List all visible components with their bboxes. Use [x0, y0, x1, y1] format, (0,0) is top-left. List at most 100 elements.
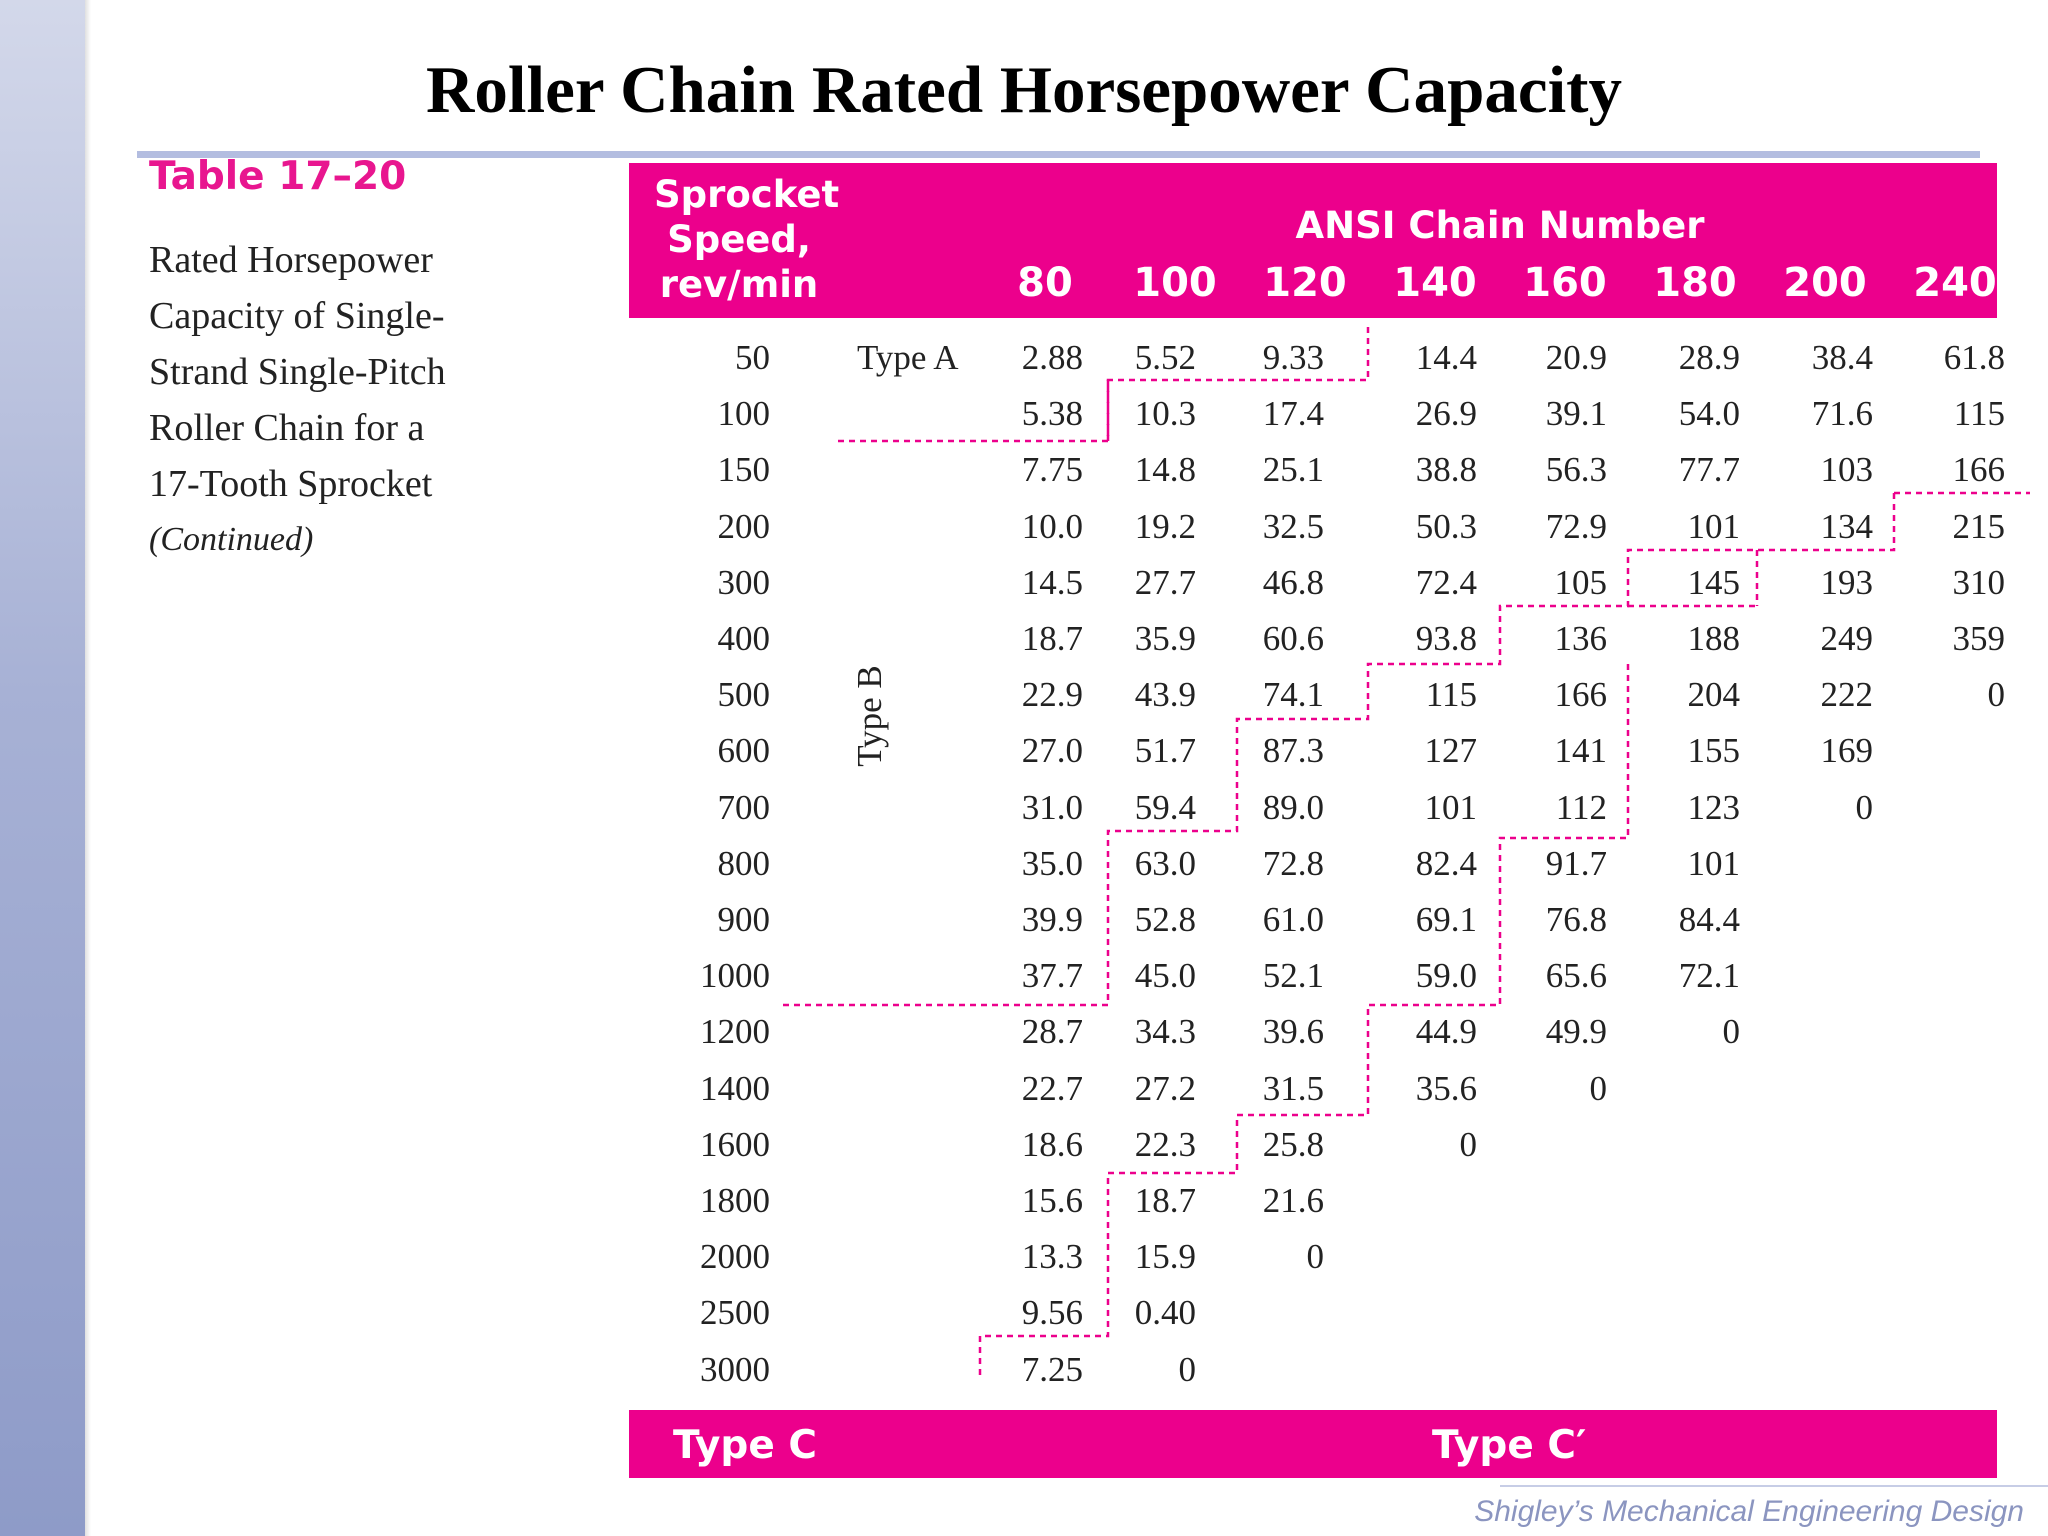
horsepower-cell: 19.2 — [1134, 506, 1196, 546]
horsepower-cell: 39.9 — [1021, 900, 1083, 939]
table-footer-band — [629, 1410, 1997, 1478]
horsepower-cell: 77.7 — [1678, 450, 1740, 490]
horsepower-cell: 51.7 — [1134, 731, 1196, 771]
horsepower-cell: 204 — [1687, 675, 1741, 715]
type-c-label: Type C — [673, 1423, 817, 1468]
horsepower-cell: 0 — [1178, 1349, 1197, 1389]
caption-line: Rated Horsepower — [149, 239, 433, 281]
horsepower-cell: 28.9 — [1678, 338, 1740, 377]
horsepower-cell: 134 — [1820, 506, 1874, 546]
horsepower-cell: 25.8 — [1262, 1124, 1324, 1164]
horsepower-cell: 0 — [1987, 675, 2006, 715]
horsepower-cell: 103 — [1820, 450, 1874, 490]
horsepower-cell: 359 — [1952, 619, 2006, 658]
horsepower-cell: 101 — [1687, 843, 1741, 883]
title-rule — [137, 151, 1980, 158]
header-line: rev/min — [659, 263, 819, 306]
horsepower-cell: 74.1 — [1262, 675, 1324, 715]
horsepower-cell: 28.7 — [1021, 1012, 1083, 1052]
horsepower-cell: 0 — [1459, 1124, 1478, 1164]
horsepower-cell: 35.0 — [1021, 843, 1083, 883]
horsepower-cell: 37.7 — [1021, 956, 1083, 996]
sprocket-speed-cell: 2000 — [700, 1237, 770, 1277]
horsepower-cell: 38.8 — [1415, 450, 1477, 490]
sprocket-speed-cell: 200 — [717, 506, 771, 546]
horsepower-cell: 101 — [1687, 506, 1741, 546]
horsepower-cell: 38.4 — [1811, 338, 1873, 377]
sprocket-speed-cell: 500 — [717, 675, 771, 715]
chain-number-200: 200 — [1783, 260, 1867, 306]
horsepower-cell: 15.6 — [1021, 1181, 1083, 1220]
sprocket-speed-cell: 100 — [717, 394, 771, 434]
sprocket-speed-cell: 1200 — [700, 1012, 770, 1052]
table-caption: Rated Horsepower Capacity of Single- Str… — [149, 232, 609, 568]
horsepower-cell: 82.4 — [1415, 843, 1477, 883]
slide-title: Roller Chain Rated Horsepower Capacity — [426, 53, 1622, 127]
horsepower-cell: 215 — [1952, 506, 2006, 546]
horsepower-cell: 60.6 — [1262, 619, 1324, 658]
chain-number-160: 160 — [1523, 260, 1607, 306]
table-label: Table 17–20 — [149, 154, 407, 199]
sprocket-speed-cell: 300 — [717, 562, 771, 602]
horsepower-cell: 0 — [1306, 1237, 1325, 1277]
chain-number-120: 120 — [1263, 260, 1347, 306]
sprocket-speed-cell: 1600 — [700, 1124, 770, 1164]
sprocket-speed-cell: 700 — [717, 787, 771, 827]
sprocket-speed-cell: 3000 — [700, 1349, 770, 1389]
horsepower-cell: 0 — [1589, 1068, 1608, 1108]
caption-line: Capacity of Single- — [149, 295, 445, 337]
horsepower-cell: 115 — [1953, 394, 2005, 434]
horsepower-cell: 32.5 — [1262, 506, 1324, 546]
horsepower-cell: 63.0 — [1134, 843, 1196, 883]
horsepower-cell: 10.3 — [1134, 394, 1196, 434]
horsepower-cell: 56.3 — [1545, 450, 1607, 490]
horsepower-cell: 0 — [1722, 1012, 1741, 1052]
horsepower-cell: 5.38 — [1021, 394, 1083, 434]
horsepower-cell: 169 — [1820, 731, 1874, 771]
type-c-prime-label: Type C′ — [1432, 1423, 1587, 1468]
sprocket-speed-cell: 1000 — [700, 956, 770, 996]
horsepower-cell: 5.52 — [1134, 338, 1196, 377]
horsepower-cell: 25.1 — [1262, 450, 1324, 490]
table-header-band — [629, 163, 1997, 318]
horsepower-cell: 35.9 — [1134, 619, 1196, 658]
horsepower-cell: 89.0 — [1262, 787, 1324, 827]
horsepower-cell: 61.8 — [1943, 338, 2005, 377]
sprocket-speed-header: Sprocket Speed, rev/min — [654, 172, 840, 307]
horsepower-cell: 105 — [1554, 562, 1608, 602]
sprocket-speed-cell: 1400 — [700, 1068, 770, 1108]
horsepower-cell: 27.0 — [1021, 731, 1083, 771]
header-line: Sprocket — [654, 173, 840, 216]
horsepower-cell: 91.7 — [1545, 843, 1607, 883]
horsepower-cell: 14.8 — [1134, 450, 1196, 490]
horsepower-cell: 71.6 — [1811, 394, 1873, 434]
horsepower-cell: 61.0 — [1262, 900, 1324, 939]
horsepower-cell: 35.6 — [1415, 1068, 1477, 1108]
horsepower-cell: 18.7 — [1134, 1181, 1196, 1220]
horsepower-cell: 43.9 — [1134, 675, 1196, 715]
horsepower-cell: 15.9 — [1134, 1237, 1196, 1277]
horsepower-cell: 166 — [1554, 675, 1608, 715]
horsepower-cell: 123 — [1687, 787, 1741, 827]
sprocket-speed-cell: 2500 — [700, 1293, 770, 1333]
sprocket-speed-cell: 900 — [717, 900, 771, 939]
horsepower-cell: 59.4 — [1134, 787, 1196, 827]
horsepower-cell: 7.25 — [1021, 1349, 1083, 1389]
horsepower-cell: 9.56 — [1021, 1293, 1083, 1333]
horsepower-cell: 2.88 — [1021, 338, 1083, 377]
horsepower-cell: 65.6 — [1545, 956, 1607, 996]
chain-number-240: 240 — [1913, 260, 1997, 306]
horsepower-cell: 50.3 — [1415, 506, 1477, 546]
sprocket-speed-cell: 600 — [717, 731, 771, 771]
boundary-line — [837, 327, 1370, 443]
sprocket-speed-cell: 800 — [717, 843, 771, 883]
horsepower-cell: 45.0 — [1134, 956, 1196, 996]
horsepower-cell: 39.6 — [1262, 1012, 1324, 1052]
header-line: Speed, — [667, 218, 811, 261]
horsepower-cell: 10.0 — [1021, 506, 1083, 546]
horsepower-cell: 141 — [1554, 731, 1608, 771]
horsepower-cell: 84.4 — [1678, 900, 1740, 939]
horsepower-cell: 72.8 — [1262, 843, 1324, 883]
horsepower-cell: 17.4 — [1262, 394, 1324, 434]
horsepower-cell: 31.5 — [1262, 1068, 1324, 1108]
